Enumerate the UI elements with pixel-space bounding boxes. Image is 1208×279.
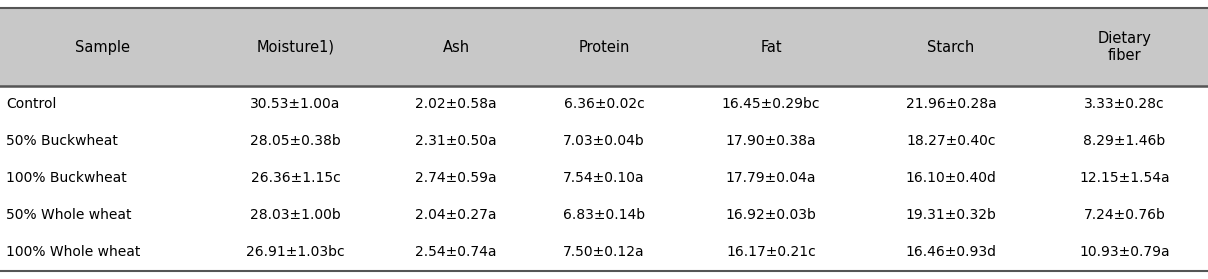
Text: 16.92±0.03b: 16.92±0.03b: [726, 208, 817, 222]
Text: 2.04±0.27a: 2.04±0.27a: [416, 208, 496, 222]
Text: 2.02±0.58a: 2.02±0.58a: [416, 97, 496, 111]
Text: 2.54±0.74a: 2.54±0.74a: [416, 245, 496, 259]
Text: 16.46±0.93d: 16.46±0.93d: [906, 245, 997, 259]
Bar: [0, 234, 1208, 271]
Text: 7.24±0.76b: 7.24±0.76b: [1084, 208, 1166, 222]
Text: 17.79±0.04a: 17.79±0.04a: [726, 171, 817, 185]
Text: 50% Buckwheat: 50% Buckwheat: [6, 134, 118, 148]
Text: 16.17±0.21c: 16.17±0.21c: [726, 245, 815, 259]
Text: Control: Control: [6, 97, 57, 111]
Text: 18.27±0.40c: 18.27±0.40c: [906, 134, 995, 148]
Text: Starch: Starch: [928, 40, 975, 55]
Text: 7.03±0.04b: 7.03±0.04b: [563, 134, 645, 148]
Text: 26.91±1.03bc: 26.91±1.03bc: [246, 245, 345, 259]
Text: Dietary
fiber: Dietary fiber: [1098, 31, 1151, 63]
Text: 17.90±0.38a: 17.90±0.38a: [726, 134, 817, 148]
Text: 30.53±1.00a: 30.53±1.00a: [250, 97, 341, 111]
Text: 6.83±0.14b: 6.83±0.14b: [563, 208, 645, 222]
Text: 2.74±0.59a: 2.74±0.59a: [416, 171, 496, 185]
Text: 3.33±0.28c: 3.33±0.28c: [1084, 97, 1165, 111]
Text: Fat: Fat: [760, 40, 782, 55]
Bar: [0, 8, 1208, 86]
Bar: [0, 197, 1208, 234]
Text: 26.36±1.15c: 26.36±1.15c: [251, 171, 341, 185]
Text: 8.29±1.46b: 8.29±1.46b: [1084, 134, 1166, 148]
Text: 100% Buckwheat: 100% Buckwheat: [6, 171, 127, 185]
Text: 50% Whole wheat: 50% Whole wheat: [6, 208, 132, 222]
Text: Sample: Sample: [75, 40, 130, 55]
Text: 6.36±0.02c: 6.36±0.02c: [564, 97, 644, 111]
Text: Moisture1): Moisture1): [256, 40, 335, 55]
Text: Protein: Protein: [579, 40, 629, 55]
Bar: [0, 160, 1208, 197]
Text: 12.15±1.54a: 12.15±1.54a: [1079, 171, 1169, 185]
Text: 2.31±0.50a: 2.31±0.50a: [416, 134, 496, 148]
Text: 16.45±0.29bc: 16.45±0.29bc: [722, 97, 820, 111]
Text: 16.10±0.40d: 16.10±0.40d: [906, 171, 997, 185]
Bar: [0, 86, 1208, 123]
Text: 28.05±0.38b: 28.05±0.38b: [250, 134, 341, 148]
Text: 10.93±0.79a: 10.93±0.79a: [1079, 245, 1169, 259]
Text: 100% Whole wheat: 100% Whole wheat: [6, 245, 140, 259]
Text: 28.03±1.00b: 28.03±1.00b: [250, 208, 341, 222]
Text: Ash: Ash: [442, 40, 470, 55]
Text: 21.96±0.28a: 21.96±0.28a: [906, 97, 997, 111]
Text: 7.54±0.10a: 7.54±0.10a: [563, 171, 645, 185]
Text: 19.31±0.32b: 19.31±0.32b: [906, 208, 997, 222]
Text: 7.50±0.12a: 7.50±0.12a: [563, 245, 645, 259]
Bar: [0, 123, 1208, 160]
